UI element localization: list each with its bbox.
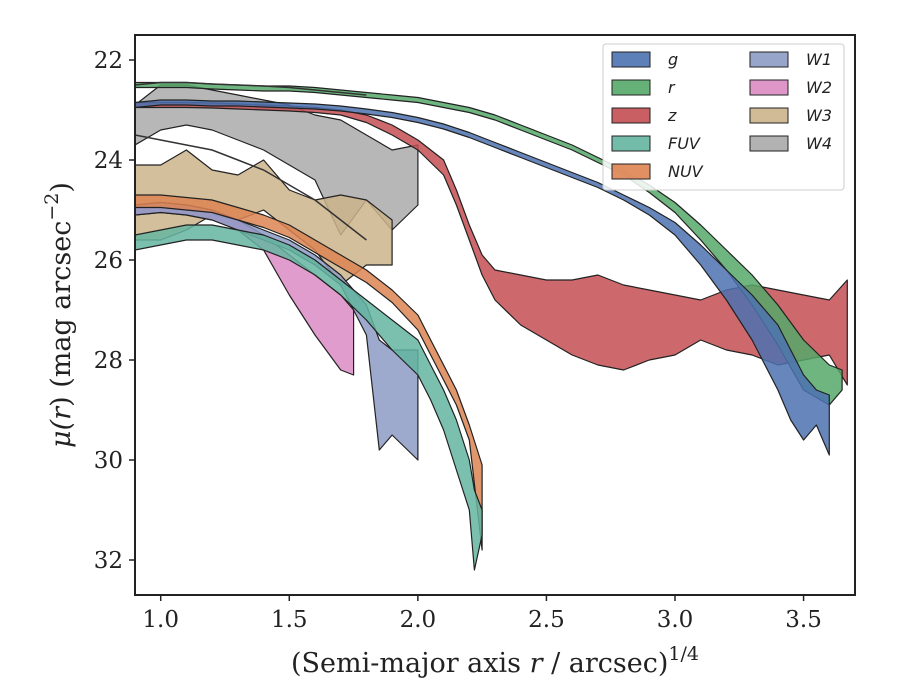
legend-swatch-w4 (749, 135, 789, 152)
legend-label-r: r (668, 78, 676, 97)
x-tick-label: 3.0 (657, 607, 694, 633)
legend-label-fuv: FUV (668, 134, 701, 153)
x-tick-label: 2.0 (400, 607, 437, 633)
x-axis: 1.0 1.5 2.0 2.5 3.0 3.5 (142, 595, 822, 633)
x-axis-label: (Semi-major axis r / arcsec)1/4 (291, 643, 699, 679)
data-areas (135, 81, 848, 571)
legend-swatch-fuv (611, 135, 651, 152)
x-tick-label: 1.0 (142, 607, 179, 633)
y-axis: 22 24 26 28 30 32 (94, 48, 135, 574)
legend-swatch-r (611, 79, 651, 96)
band-nuv (135, 194, 483, 551)
legend-label-nuv: NUV (668, 162, 704, 181)
legend-swatch-z (611, 107, 651, 124)
legend-swatch-nuv (611, 163, 651, 180)
band-w1 (135, 201, 419, 461)
y-tick-label: 26 (94, 248, 123, 274)
legend-label-w1: W1 (806, 50, 832, 69)
profile-line-2 (135, 134, 367, 241)
profile-lines (135, 81, 367, 241)
legend-label-w3: W3 (806, 106, 832, 125)
legend-swatch-w2 (749, 79, 789, 96)
y-tick-label: 22 (94, 48, 123, 74)
legend-swatch-w3 (749, 107, 789, 124)
band-g (135, 99, 830, 456)
profile-line-1 (135, 81, 367, 96)
y-axis-label: μ(r) (mag arcsec−2) (41, 182, 77, 448)
y-tick-label: 30 (94, 448, 123, 474)
band-fuv (135, 224, 483, 571)
legend-label-z: z (667, 106, 677, 125)
legend-label-g: g (668, 50, 678, 69)
legend-swatch-g (611, 51, 651, 68)
plot-frame (134, 34, 856, 596)
legend: grz FUV NUV W1 W2 W3 W4 (602, 43, 845, 191)
legend-swatch-w1 (749, 51, 789, 68)
legend-label-w4: W4 (806, 134, 832, 153)
x-tick-label: 3.5 (785, 607, 822, 633)
x-tick-label: 1.5 (271, 607, 308, 633)
band-z (135, 101, 848, 386)
y-tick-label: 28 (94, 348, 123, 374)
y-tick-label: 24 (94, 148, 123, 174)
y-tick-label: 32 (94, 548, 123, 574)
band-r (135, 81, 843, 406)
legend-label-w2: W2 (806, 78, 832, 97)
x-tick-label: 2.5 (528, 607, 565, 633)
